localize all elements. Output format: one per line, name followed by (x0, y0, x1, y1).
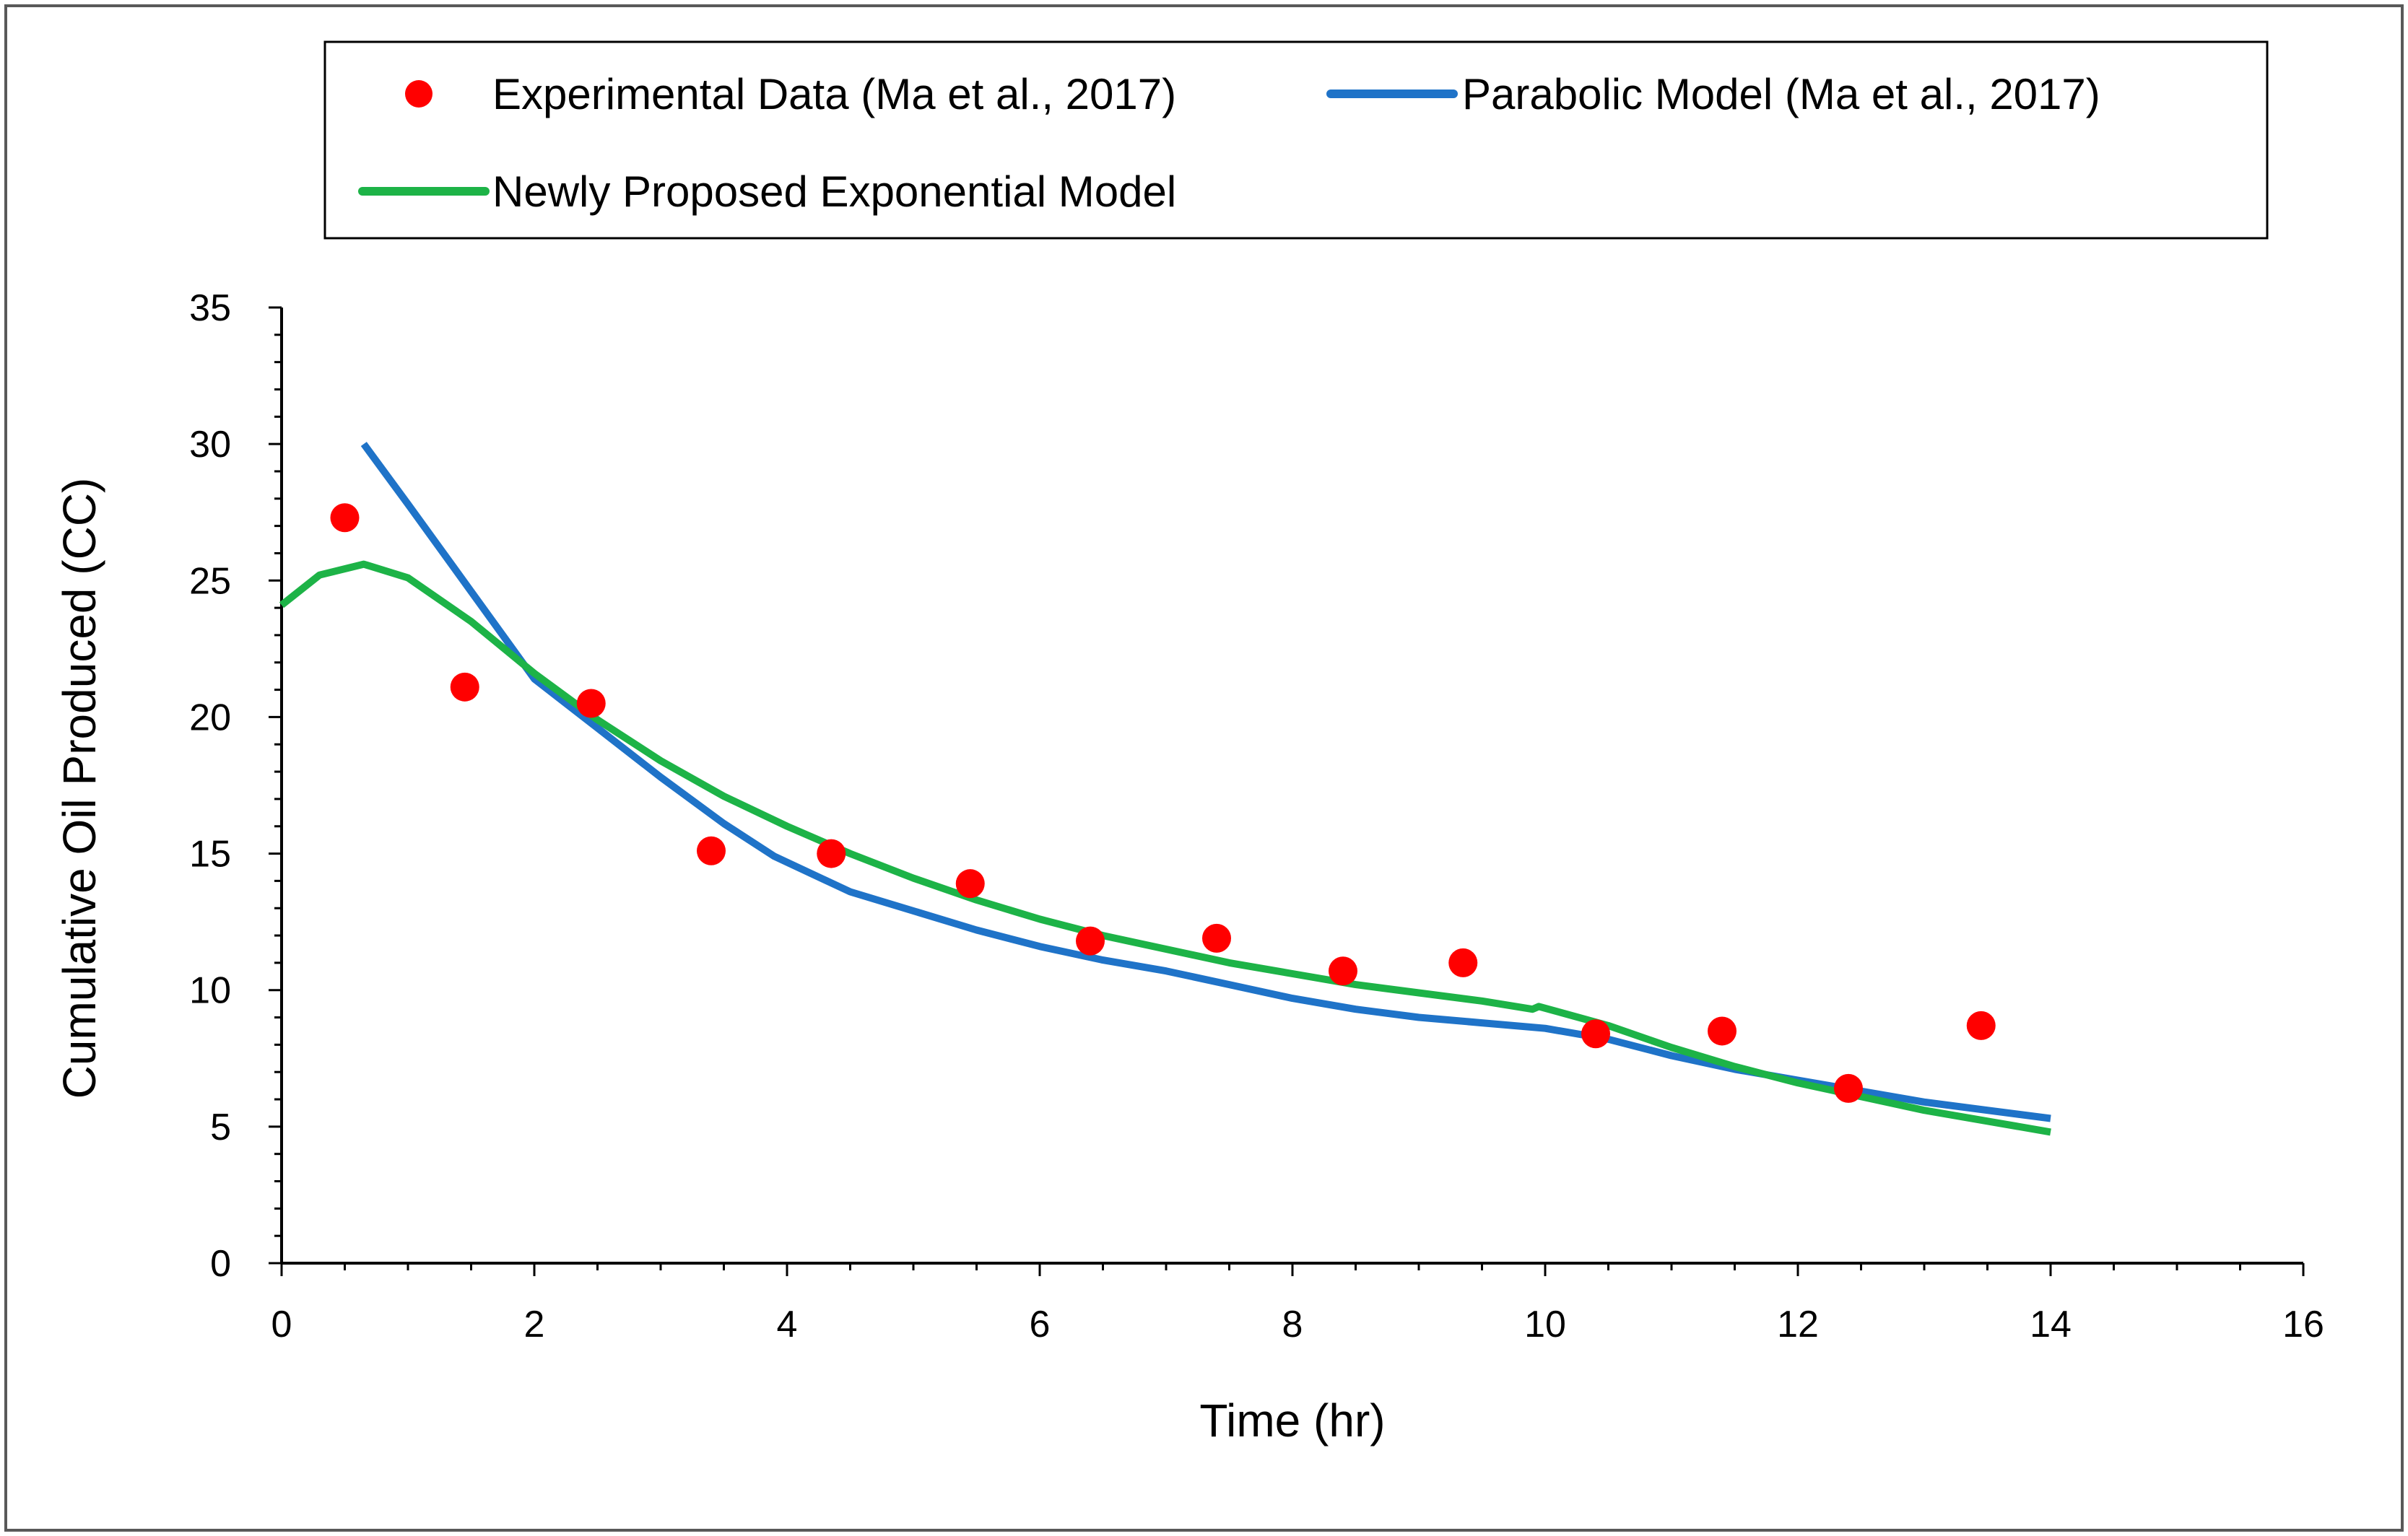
data-point (1581, 1019, 1610, 1049)
axis-ticks (269, 306, 2305, 1276)
plot-points (330, 503, 1996, 1103)
data-point (1448, 948, 1478, 977)
data-point (817, 839, 846, 868)
series-line-2 (279, 560, 2051, 1136)
y-tick-label: 20 (189, 697, 231, 738)
data-point (697, 836, 726, 865)
data-point (1329, 956, 1357, 986)
x-tick-label: 6 (1030, 1304, 1051, 1345)
x-tick-label: 16 (2282, 1304, 2324, 1345)
x-tick-label: 4 (777, 1304, 798, 1345)
data-point (1708, 1016, 1737, 1046)
data-point (1202, 923, 1231, 953)
y-axis-title: Cumulative Oil Produced (CC) (53, 478, 105, 1099)
data-point (1966, 1011, 1996, 1040)
plot-lines (279, 442, 2051, 1136)
y-tick-label: 10 (189, 970, 231, 1012)
legend-label-exponential: Newly Proposed Exponential Model (492, 167, 1176, 216)
y-tick-label: 30 (189, 424, 231, 466)
data-point (330, 503, 360, 533)
data-point (576, 689, 606, 718)
tick-labels: 0 5 10 15 20 25 30 35 0 2 4 6 8 10 12 14 16 (189, 287, 2324, 1345)
x-axis-title: Time (hr) (1199, 1395, 1385, 1446)
x-tick-label: 8 (1282, 1304, 1303, 1345)
y-tick-label: 0 (210, 1243, 231, 1285)
y-tick-label: 5 (210, 1107, 231, 1148)
data-point (450, 672, 479, 702)
y-tick-label: 35 (189, 287, 231, 329)
data-point (1076, 926, 1105, 956)
data-point (1834, 1073, 1863, 1103)
y-tick-label: 15 (189, 834, 231, 876)
x-tick-label: 2 (524, 1304, 545, 1345)
x-tick-label: 0 (271, 1304, 292, 1345)
x-tick-label: 14 (2030, 1304, 2072, 1345)
legend-label-parabolic: Parabolic Model (Ma et al., 2017) (1462, 70, 2100, 118)
legend-marker-experimental (405, 80, 433, 108)
chart-frame (4, 4, 2404, 1532)
legend-box (323, 40, 2269, 240)
legend: Experimental Data (Ma et al., 2017) Para… (323, 40, 2269, 240)
x-tick-label: 10 (1524, 1304, 1566, 1345)
legend-label-experimental: Experimental Data (Ma et al., 2017) (492, 70, 1176, 118)
x-tick-label: 12 (1777, 1304, 1819, 1345)
y-tick-label: 25 (189, 560, 231, 602)
data-point (955, 869, 985, 899)
